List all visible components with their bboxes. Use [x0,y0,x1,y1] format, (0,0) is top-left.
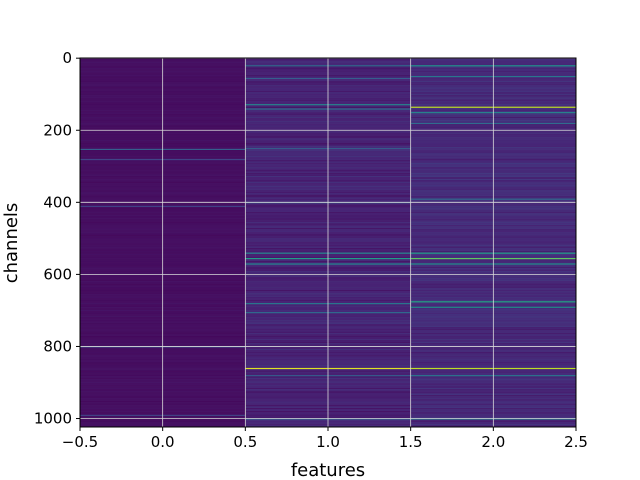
x-tick-label: 1.5 [399,433,423,451]
y-tick-label: 200 [43,121,72,139]
x-tick-label: 0.0 [151,433,175,451]
y-axis-label: channels [1,203,22,284]
x-axis-label: features [291,460,365,480]
x-tick-label: 2.0 [481,433,505,451]
x-tick-label: 2.5 [564,433,588,451]
y-tick-label: 600 [43,265,72,283]
x-axis-ticks: −0.5 0.0 0.5 1.0 1.5 2.0 2.5 [62,427,588,451]
x-tick-label: 1.0 [316,433,340,451]
y-tick-label: 1000 [34,410,72,428]
y-tick-label: 400 [43,193,72,211]
x-tick-label: 0.5 [233,433,257,451]
y-tick-label: 800 [43,337,72,355]
y-tick-label: 0 [62,49,72,67]
x-tick-label: −0.5 [62,433,98,451]
y-axis-ticks: 0 200 400 600 800 1000 [34,49,80,428]
